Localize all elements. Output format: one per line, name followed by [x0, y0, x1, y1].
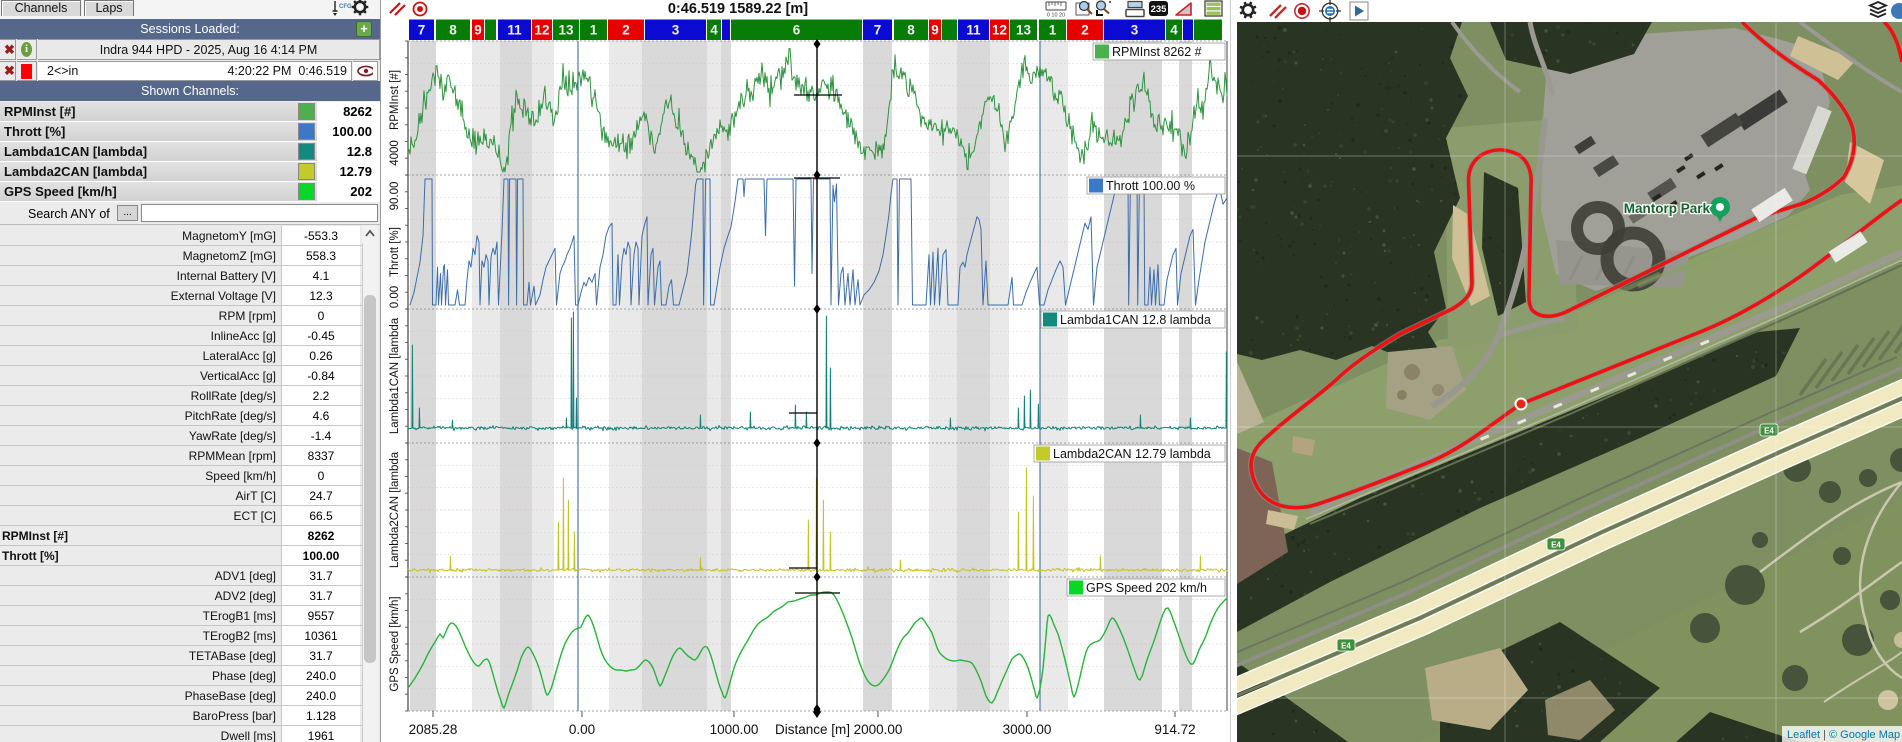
svg-text:CFG: CFG	[339, 4, 352, 10]
svg-text:0.00: 0.00	[389, 286, 401, 308]
svg-text:2000.00: 2000.00	[854, 722, 903, 737]
svg-text:E4: E4	[1764, 427, 1774, 436]
svg-text:Thrott 100.00 %: Thrott 100.00 %	[1106, 179, 1195, 193]
svg-text:3: 3	[1131, 23, 1139, 38]
svg-text:13: 13	[558, 23, 574, 38]
svg-text:2085.28: 2085.28	[409, 722, 458, 737]
svg-text:0.00: 0.00	[569, 722, 595, 737]
svg-text:4: 4	[1170, 23, 1178, 38]
svg-text:Thrott [%]: Thrott [%]	[389, 227, 401, 277]
svg-text:1: 1	[590, 23, 598, 38]
svg-text:12: 12	[534, 23, 549, 38]
svg-text:9: 9	[931, 23, 939, 38]
svg-text:0 10 20: 0 10 20	[1047, 13, 1065, 19]
svg-text:Mantorp Park: Mantorp Park	[1624, 201, 1711, 216]
svg-text:90.00: 90.00	[389, 182, 401, 211]
svg-text:8: 8	[449, 23, 457, 38]
svg-text:914.72: 914.72	[1154, 722, 1195, 737]
svg-text:Leaflet | © Google Map: Leaflet | © Google Map	[1787, 729, 1900, 741]
svg-text:7: 7	[418, 23, 426, 38]
svg-text:0:46.519 1589.22 [m]: 0:46.519 1589.22 [m]	[668, 1, 808, 17]
svg-text:8: 8	[907, 23, 915, 38]
svg-text:Distance [m]: Distance [m]	[775, 722, 850, 737]
svg-text:12: 12	[992, 23, 1007, 38]
svg-text:GPS Speed 202 km/h: GPS Speed 202 km/h	[1086, 581, 1207, 595]
svg-text:235: 235	[1151, 4, 1168, 15]
svg-text:RPMInst 8262 #: RPMInst 8262 #	[1112, 45, 1202, 59]
svg-text:6: 6	[793, 23, 801, 38]
svg-text:E4: E4	[1551, 541, 1561, 550]
svg-text:Lambda1CAN 12.8 lambda: Lambda1CAN 12.8 lambda	[1060, 313, 1211, 327]
svg-text:4000: 4000	[389, 140, 401, 166]
svg-text:11: 11	[966, 23, 981, 38]
svg-text:3000.00: 3000.00	[1003, 722, 1052, 737]
svg-text:Lambda2CAN [lambda: Lambda2CAN [lambda	[389, 451, 401, 568]
svg-text:13: 13	[1016, 23, 1032, 38]
svg-text:7: 7	[874, 23, 882, 38]
svg-text:GPS Speed [km/h]: GPS Speed [km/h]	[389, 596, 401, 691]
svg-text:11: 11	[507, 23, 522, 38]
svg-text:4: 4	[710, 23, 718, 38]
svg-text:Lambda2CAN 12.79 lambda: Lambda2CAN 12.79 lambda	[1053, 447, 1211, 461]
svg-text:E4: E4	[1341, 642, 1351, 651]
svg-text:Lambda1CAN [lambda: Lambda1CAN [lambda	[389, 317, 401, 434]
svg-text:9: 9	[474, 23, 482, 38]
svg-text:1: 1	[1049, 23, 1057, 38]
svg-text:RPMInst [#]: RPMInst [#]	[389, 70, 401, 130]
svg-text:3: 3	[672, 23, 680, 38]
svg-text:1000.00: 1000.00	[710, 722, 759, 737]
svg-text:2: 2	[622, 23, 630, 38]
svg-text:2: 2	[1081, 23, 1089, 38]
